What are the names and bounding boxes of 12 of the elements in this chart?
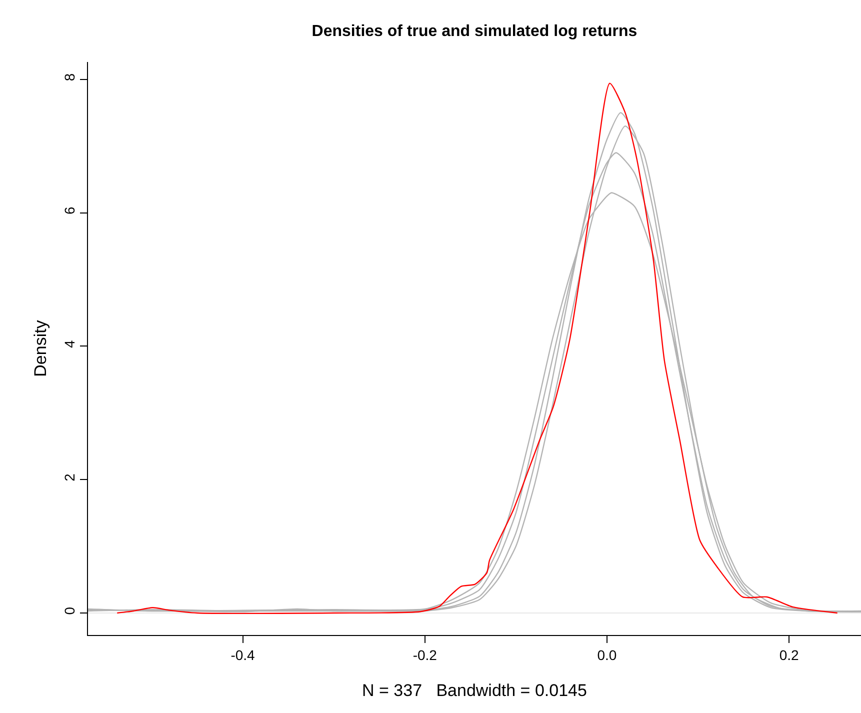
y-tick-label: 6 bbox=[61, 206, 78, 215]
x-tick-label: -0.4 bbox=[230, 646, 256, 663]
chart-title: Densities of true and simulated log returns bbox=[312, 23, 638, 40]
y-tick-label: 8 bbox=[61, 73, 78, 82]
x-tick-label: 0.2 bbox=[779, 646, 800, 663]
x-tick-label: -0.2 bbox=[412, 646, 438, 663]
x-axis-title: N = 337 Bandwidth = 0.0145 bbox=[362, 681, 587, 700]
y-tick-label: 2 bbox=[61, 473, 78, 482]
y-tick-label: 0 bbox=[61, 606, 78, 615]
x-tick-label: 0.0 bbox=[597, 646, 617, 663]
y-axis-title: Density bbox=[30, 320, 50, 377]
y-tick-label: 4 bbox=[61, 340, 78, 348]
